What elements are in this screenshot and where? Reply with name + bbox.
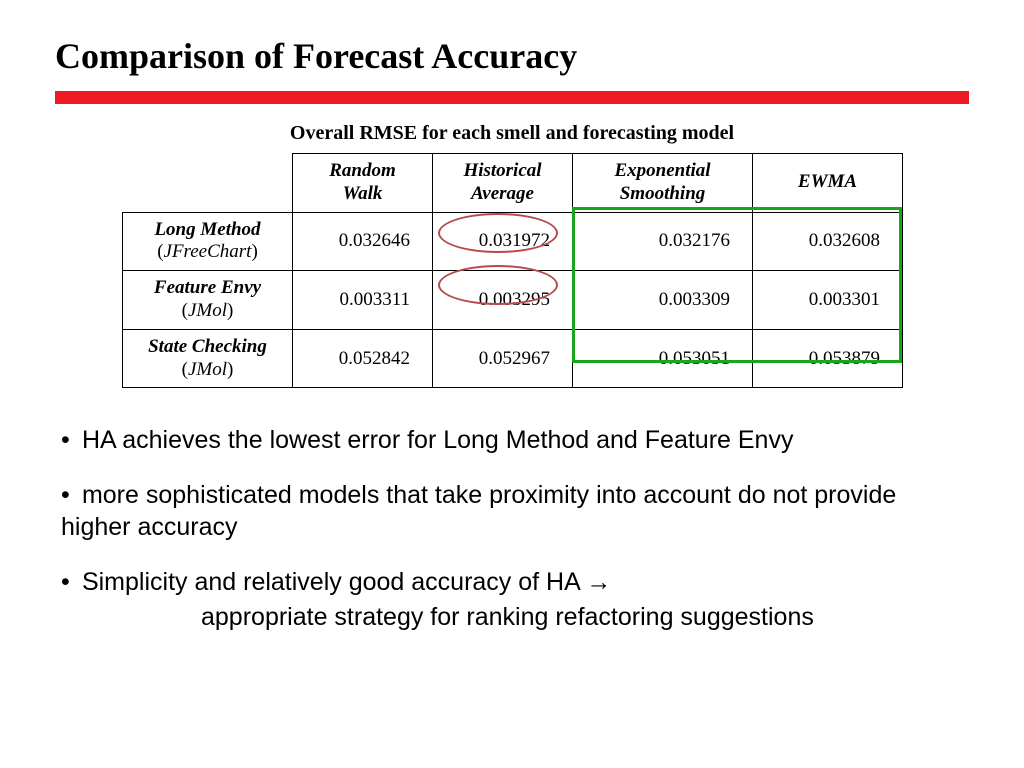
row-name: Long Method [154,219,260,240]
row-project: JMol [188,359,227,380]
table-header-ha: HistoricalAverage [433,154,573,213]
slide-root: Comparison of Forecast Accuracy Overall … [0,0,1024,768]
rmse-table: RandomWalk HistoricalAverage Exponential… [122,153,903,388]
row-name: Feature Envy [154,277,261,298]
table-row: Long Method (JFreeChart) 0.032646 0.0319… [123,212,903,271]
bullet-item: • HA achieves the lowest error for Long … [61,424,969,457]
bullet-dot-icon: • [61,566,75,599]
bullet-dot-icon: • [61,479,75,512]
page-title: Comparison of Forecast Accuracy [55,35,969,77]
cell: 0.032176 [573,212,753,271]
arrow-icon: → [586,569,611,596]
cell: 0.052842 [293,329,433,388]
cell: 0.003311 [293,271,433,330]
table-caption: Overall RMSE for each smell and forecast… [122,122,902,145]
row-project: JMol [188,300,227,321]
bullet-dot-icon: • [61,424,75,457]
bullet-text-a: Simplicity and relatively good accuracy … [82,568,586,596]
cell: 0.031972 [433,212,573,271]
col-label: HistoricalAverage [463,160,541,204]
cell: 0.003309 [573,271,753,330]
bullet-list: • HA achieves the lowest error for Long … [55,424,969,634]
cell: 0.032608 [753,212,903,271]
bullet-subtext: appropriate strategy for ranking refacto… [201,601,969,634]
bullet-text: more sophisticated models that take prox… [61,481,896,542]
col-label: RandomWalk [329,160,396,204]
cell: 0.053051 [573,329,753,388]
row-project: JFreeChart [164,241,252,262]
table-header-rw: RandomWalk [293,154,433,213]
table-header-ewma: EWMA [753,154,903,213]
cell: 0.032646 [293,212,433,271]
table-row: Feature Envy (JMol) 0.003311 0.003295 0.… [123,271,903,330]
row-label: Feature Envy (JMol) [123,271,293,330]
row-name: State Checking [148,336,267,357]
cell: 0.053879 [753,329,903,388]
bullet-item: • more sophisticated models that take pr… [61,479,969,544]
bullet-item: • Simplicity and relatively good accurac… [61,566,969,634]
table-header-row: RandomWalk HistoricalAverage Exponential… [123,154,903,213]
cell: 0.052967 [433,329,573,388]
table-header-es: ExponentialSmoothing [573,154,753,213]
cell: 0.003301 [753,271,903,330]
row-label: Long Method (JFreeChart) [123,212,293,271]
table-row: State Checking (JMol) 0.052842 0.052967 … [123,329,903,388]
cell: 0.003295 [433,271,573,330]
col-label: EWMA [798,171,857,192]
rmse-table-wrap: RandomWalk HistoricalAverage Exponential… [122,153,902,388]
red-divider-bar [55,91,969,104]
table-header-blank [123,154,293,213]
bullet-text: HA achieves the lowest error for Long Me… [82,426,794,454]
col-label: ExponentialSmoothing [614,160,710,204]
row-label: State Checking (JMol) [123,329,293,388]
